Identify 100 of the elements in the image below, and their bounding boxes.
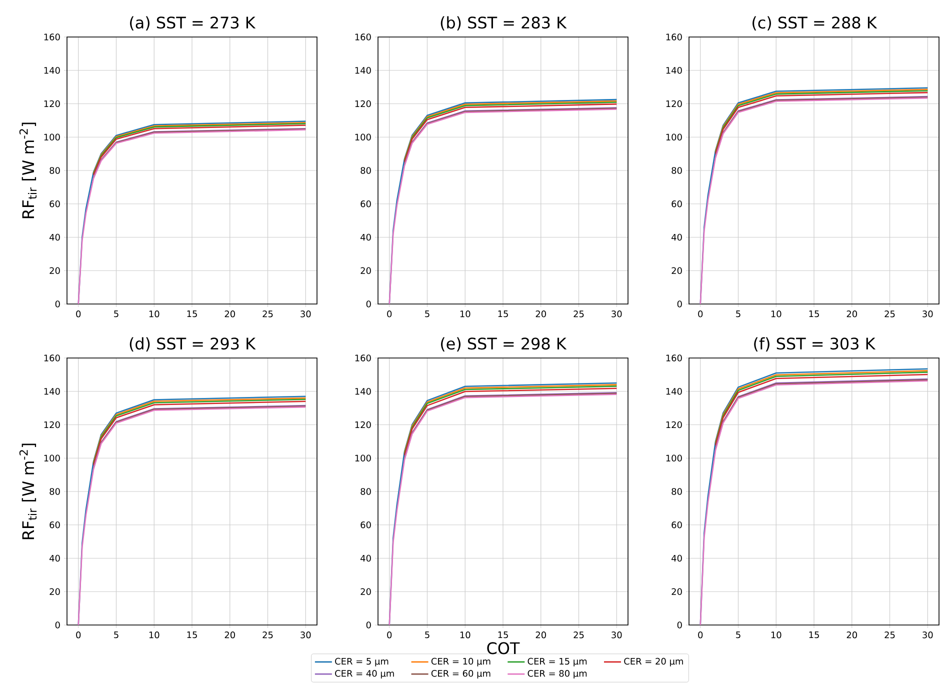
y-tick-label: 120 — [355, 100, 371, 108]
y-tick-label: 20 — [672, 267, 682, 274]
x-tick-label: 15 — [809, 632, 819, 638]
y-tick-label: 140 — [44, 66, 60, 74]
x-tick-label: 30 — [922, 632, 933, 638]
chart-title: (b) SST = 283 K — [440, 16, 567, 30]
y-tick-label: 20 — [360, 588, 371, 596]
legend-label: CER = 5 μm — [335, 658, 388, 666]
legend-label: CER = 10 μm — [431, 658, 490, 666]
y-tick-label: 80 — [360, 167, 371, 174]
y-tick-label: 20 — [360, 267, 371, 274]
y-tick-label: 160 — [355, 34, 371, 40]
y-tick-label: 0 — [55, 300, 60, 308]
y-tick-label: 100 — [44, 454, 60, 462]
y-tick-label: 160 — [355, 354, 371, 362]
y-tick-label: 20 — [50, 588, 60, 596]
y-tick-label: 60 — [360, 200, 371, 208]
y-tick-label: 120 — [666, 421, 682, 428]
x-tick-label: 0 — [698, 310, 703, 318]
y-tick-label: 80 — [50, 488, 60, 495]
x-tick-label: 0 — [76, 310, 81, 318]
x-tick-label: 5 — [736, 310, 740, 318]
y-tick-label: 60 — [50, 521, 60, 528]
y-tick-label: 100 — [355, 134, 371, 141]
y-tick-label: 160 — [666, 34, 682, 40]
x-tick-label: 5 — [425, 632, 430, 638]
legend-label: CER = 40 μm — [335, 670, 394, 679]
x-tick-label: 5 — [114, 310, 118, 318]
y-tick-label: 60 — [672, 521, 682, 528]
x-tick-label: 30 — [300, 632, 311, 638]
x-tick-label: 30 — [612, 632, 622, 638]
x-tick-label: 10 — [771, 632, 782, 638]
x-tick-label: 5 — [114, 632, 118, 638]
y-tick-label: 80 — [672, 167, 682, 174]
x-tick-label: 20 — [224, 632, 235, 638]
x-tick-label: 30 — [300, 310, 311, 318]
y-tick-label: 40 — [360, 554, 371, 562]
x-tick-label: 20 — [536, 310, 546, 318]
chart-title: (c) SST = 288 K — [752, 16, 878, 30]
y-tick-label: 40 — [50, 234, 60, 241]
x-tick-label: 15 — [498, 632, 508, 638]
x-tick-label: 0 — [76, 632, 81, 638]
y-tick-label: 0 — [366, 300, 371, 308]
y-tick-label: 60 — [672, 200, 682, 208]
y-tick-label: 160 — [666, 354, 682, 362]
x-tick-label: 25 — [262, 310, 273, 318]
y-tick-label: 160 — [44, 354, 60, 362]
x-tick-label: 25 — [574, 310, 584, 318]
x-tick-label: 0 — [387, 310, 392, 318]
legend-label: CER = 80 μm — [528, 670, 587, 679]
x-tick-label: 10 — [771, 310, 782, 318]
x-tick-label: 30 — [922, 310, 933, 318]
y-tick-label: 140 — [355, 66, 371, 74]
x-tick-label: 10 — [149, 632, 160, 638]
y-tick-label: 100 — [355, 454, 371, 462]
x-tick-label: 10 — [460, 310, 470, 318]
y-tick-label: 120 — [666, 100, 682, 108]
x-tick-label: 15 — [187, 310, 197, 318]
x-tick-label: 15 — [809, 310, 819, 318]
y-tick-label: 100 — [666, 134, 682, 141]
x-tick-label: 25 — [574, 632, 584, 638]
chart-title: (a) SST = 273 K — [130, 16, 256, 30]
y-tick-label: 140 — [44, 388, 60, 395]
y-tick-label: 60 — [50, 200, 60, 208]
x-tick-label: 15 — [187, 632, 197, 638]
x-tick-label: 30 — [612, 310, 622, 318]
legend-label: CER = 20 μm — [624, 658, 683, 666]
x-tick-label: 20 — [846, 632, 857, 638]
y-tick-label: 100 — [666, 454, 682, 462]
y-tick-label: 40 — [672, 234, 682, 241]
y-tick-label: 60 — [360, 521, 371, 528]
y-tick-label: 40 — [672, 554, 682, 562]
y-axis-title: RF$_{tir}$ [W m$^{-2}$] — [19, 122, 37, 218]
legend-label: CER = 60 μm — [431, 670, 490, 679]
legend-label: CER = 15 μm — [528, 658, 587, 666]
y-tick-label: 80 — [672, 488, 682, 495]
x-tick-label: 0 — [698, 632, 703, 638]
y-axis-title: RF$_{tir}$ [W m$^{-2}$] — [19, 444, 37, 540]
x-tick-label: 5 — [425, 310, 430, 318]
x-tick-label: 10 — [460, 632, 470, 638]
y-tick-label: 80 — [50, 167, 60, 174]
y-tick-label: 140 — [666, 388, 682, 395]
y-tick-label: 20 — [672, 588, 682, 596]
y-tick-label: 100 — [44, 134, 60, 141]
y-tick-label: 120 — [44, 421, 60, 428]
x-tick-label: 10 — [149, 310, 160, 318]
y-tick-label: 120 — [44, 100, 60, 108]
x-tick-label: 5 — [736, 632, 740, 638]
x-tick-label: 20 — [846, 310, 857, 318]
y-tick-label: 140 — [355, 388, 371, 395]
y-tick-label: 0 — [677, 622, 682, 628]
x-tick-label: 25 — [884, 310, 895, 318]
x-tick-label: 25 — [884, 632, 895, 638]
x-tick-label: 25 — [262, 632, 273, 638]
y-tick-label: 80 — [360, 488, 371, 495]
x-tick-label: 15 — [498, 310, 508, 318]
chart-title: (d) SST = 293 K — [130, 337, 256, 352]
x-tick-label: 20 — [536, 632, 546, 638]
y-tick-label: 40 — [360, 234, 371, 241]
x-tick-label: 20 — [224, 310, 235, 318]
